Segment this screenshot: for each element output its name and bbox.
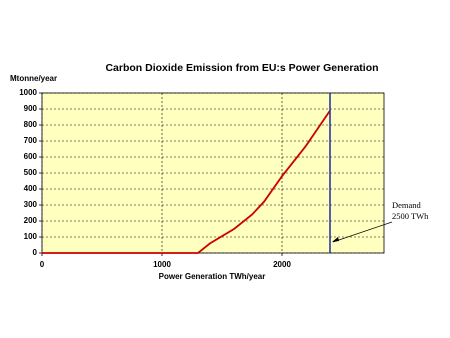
y-tick-label: 700 — [24, 136, 38, 145]
y-tick-label: 800 — [24, 120, 38, 129]
y-tick-label: 100 — [24, 232, 38, 241]
y-tick-label: 500 — [24, 168, 38, 177]
y-tick-label: 400 — [24, 184, 38, 193]
plot-area — [41, 92, 385, 254]
y-tick-label: 1000 — [19, 88, 37, 97]
x-tick-label: 1000 — [153, 260, 171, 269]
annotation: 2500 TWh — [392, 211, 429, 221]
annotation: Demand — [392, 200, 422, 210]
x-axis-label: Power Generation TWh/year — [159, 272, 266, 281]
y-axis-label: Mtonne/year — [10, 74, 57, 83]
chart-title: Carbon Dioxide Emission from EU:s Power … — [105, 62, 378, 74]
x-tick-label: 2000 — [273, 260, 291, 269]
x-tick-label: 0 — [40, 260, 45, 269]
annotation-arrow — [332, 221, 393, 243]
y-tick-label: 300 — [24, 200, 38, 209]
y-tick-label: 200 — [24, 216, 38, 225]
y-tick-label: 600 — [24, 152, 38, 161]
y-tick-label: 0 — [33, 248, 38, 257]
data-line — [42, 110, 331, 254]
arrow-head — [332, 237, 339, 242]
y-tick-label: 900 — [24, 104, 38, 113]
